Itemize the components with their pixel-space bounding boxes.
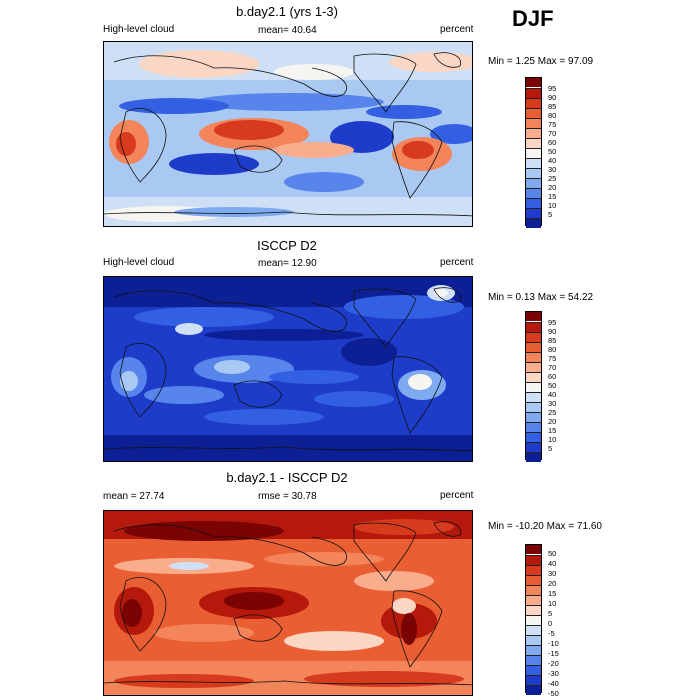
- panel-3-title: b.day2.1 - ISCCP D2: [226, 470, 348, 485]
- cbar-1-label: 60: [548, 138, 557, 147]
- cbar-3-label: 10: [548, 599, 557, 608]
- cbar-2-label: 15: [548, 426, 557, 435]
- cbar-1-label: 70: [548, 129, 557, 138]
- panel-2-colorbar: [525, 311, 542, 462]
- cbar-3-label: -20: [548, 659, 559, 668]
- cbar-2-label: 30: [548, 399, 557, 408]
- panel-3-rmse-label: rmse = 30.78: [258, 491, 317, 502]
- panel-2-variable-label: High-level cloud: [103, 257, 175, 268]
- cbar-2-label: 40: [548, 390, 557, 399]
- cbar-2-label: 90: [548, 327, 557, 336]
- cbar-2-label: 95: [548, 318, 557, 327]
- cbar-3-label: 5: [548, 609, 553, 618]
- panel-2-title: ISCCP D2: [257, 238, 317, 253]
- panel-2-mean-label: mean= 12.90: [258, 258, 317, 269]
- panel-1-minmax-label: Min = 1.25 Max = 97.09: [488, 56, 594, 67]
- cbar-1-label: 85: [548, 102, 557, 111]
- cbar-2-label: 5: [548, 444, 553, 453]
- cbar-3-label: -15: [548, 649, 559, 658]
- panel-2-minmax-label: Min = 0.13 Max = 54.22: [488, 292, 594, 303]
- cbar-1-label: 75: [548, 120, 557, 129]
- cbar-2-label: 85: [548, 336, 557, 345]
- cbar-2-label: 75: [548, 354, 557, 363]
- cbar-3-label: -40: [548, 679, 559, 688]
- cbar-3-label: 15: [548, 589, 557, 598]
- cbar-2-label: 70: [548, 363, 557, 372]
- model-high-cloud-map: [103, 41, 473, 227]
- difference-field: [104, 511, 472, 695]
- cbar-3-label: -5: [548, 629, 555, 638]
- cbar-3-label: 50: [548, 549, 557, 558]
- cbar-1-label: 50: [548, 147, 557, 156]
- cbar-2-label: 80: [548, 345, 557, 354]
- cbar-3-label: 30: [548, 569, 557, 578]
- cbar-3-label: 0: [548, 619, 553, 628]
- panel-3-units-label: percent: [440, 490, 474, 501]
- cbar-1-label: 30: [548, 165, 557, 174]
- cbar-2-label: 25: [548, 408, 557, 417]
- cbar-2-label: 20: [548, 417, 557, 426]
- cbar-3-label: -10: [548, 639, 559, 648]
- cbar-1-label: 40: [548, 156, 557, 165]
- season-label: DJF: [512, 6, 554, 31]
- panel-1-title: b.day2.1 (yrs 1-3): [236, 4, 338, 19]
- isccp-high-cloud-field: [104, 277, 472, 461]
- cbar-1-label: 80: [548, 111, 557, 120]
- panel-3-mean-label: mean = 27.74: [103, 491, 165, 502]
- cbar-1-label: 10: [548, 201, 557, 210]
- cbar-2-label: 60: [548, 372, 557, 381]
- panel-3-minmax-label: Min = -10.20 Max = 71.60: [488, 521, 602, 532]
- difference-map: [103, 510, 473, 696]
- cbar-1-label: 25: [548, 174, 557, 183]
- cbar-2-label: 10: [548, 435, 557, 444]
- cbar-1-label: 95: [548, 84, 557, 93]
- cbar-3-label: 20: [548, 579, 557, 588]
- cbar-3-label: -30: [548, 669, 559, 678]
- isccp-high-cloud-map: [103, 276, 473, 462]
- panel-1-units-label: percent: [440, 24, 474, 35]
- panel-3-colorbar: [525, 544, 542, 695]
- panel-2-units-label: percent: [440, 257, 474, 268]
- cbar-1-label: 5: [548, 210, 553, 219]
- panel-1-mean-label: mean= 40.64: [258, 25, 317, 36]
- cbar-1-label: 90: [548, 93, 557, 102]
- cbar-1-label: 15: [548, 192, 557, 201]
- panel-1-colorbar: [525, 77, 542, 228]
- cbar-3-label: -50: [548, 689, 559, 698]
- model-high-cloud-field: [104, 42, 472, 226]
- cbar-3-label: 40: [548, 559, 557, 568]
- cbar-2-label: 50: [548, 381, 557, 390]
- cbar-1-label: 20: [548, 183, 557, 192]
- panel-1-variable-label: High-level cloud: [103, 24, 175, 35]
